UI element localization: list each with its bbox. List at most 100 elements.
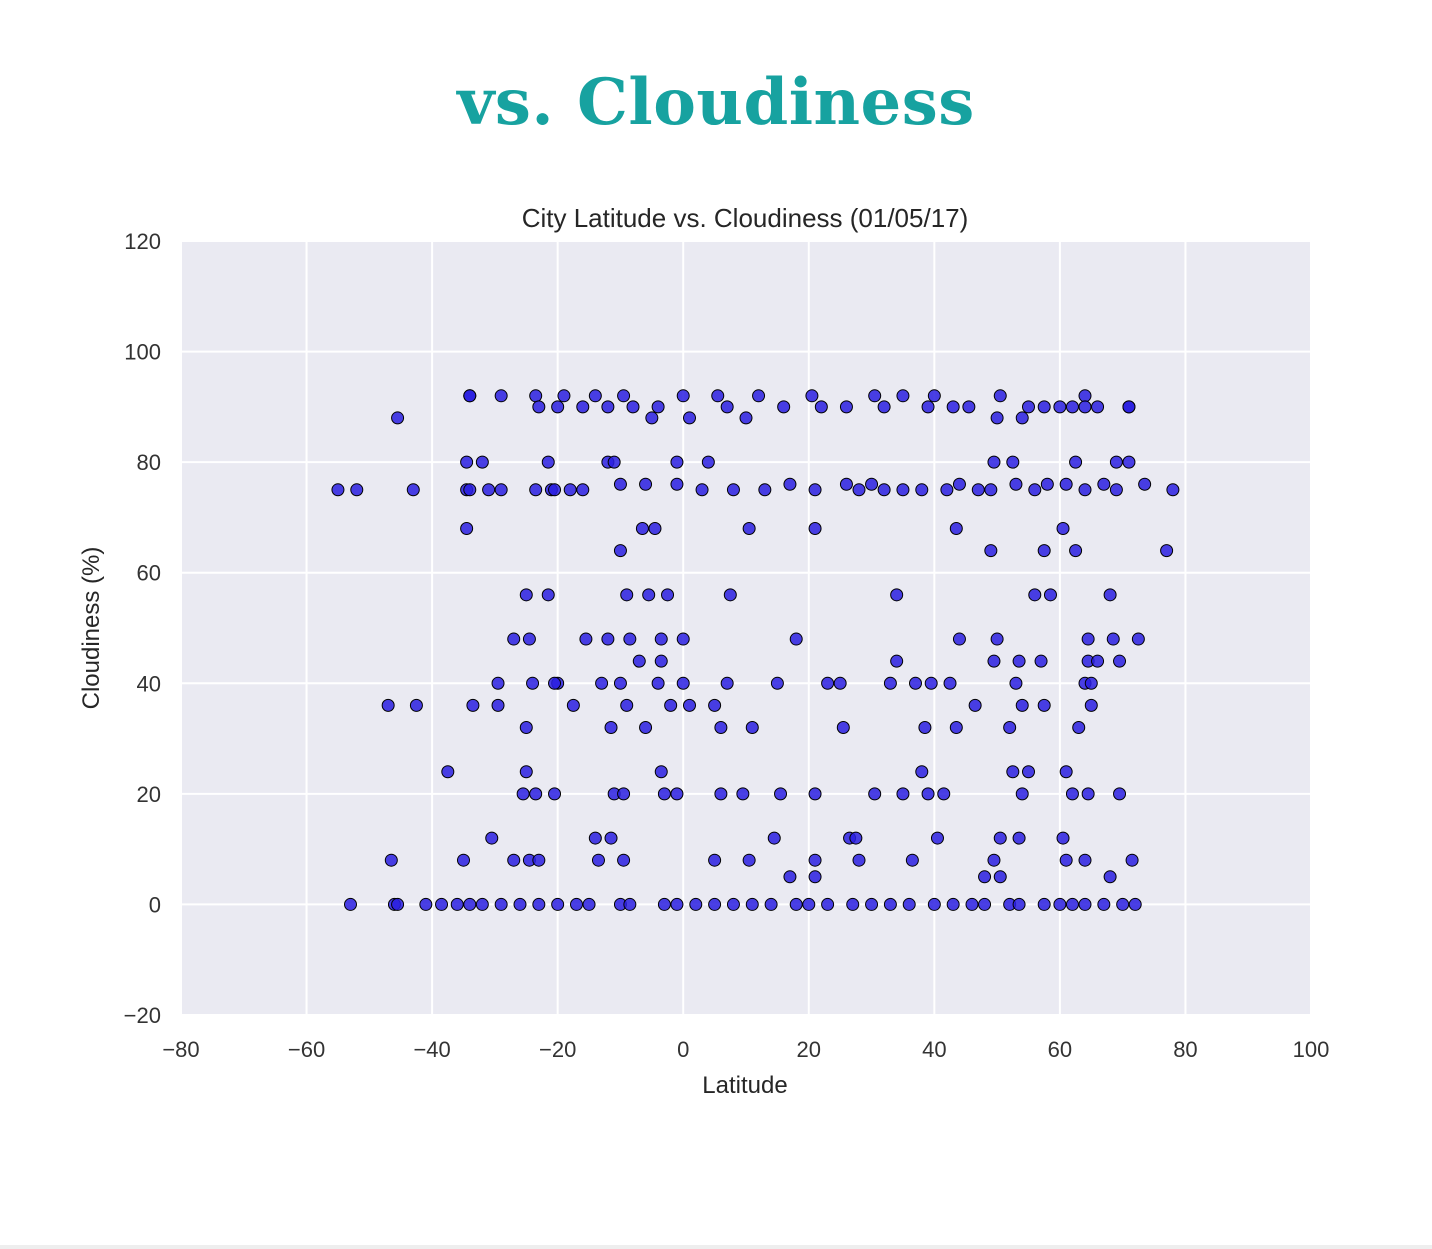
data-point [714,787,728,801]
data-point [852,483,866,497]
data-point [1072,721,1086,735]
data-point [915,765,929,779]
data-point [676,676,690,690]
data-point [532,853,546,867]
data-point [595,676,609,690]
data-point [868,787,882,801]
data-point [482,483,496,497]
data-point [1084,698,1098,712]
data-point [1059,477,1073,491]
data-point [494,897,508,911]
data-point [670,897,684,911]
data-point [739,411,753,425]
data-point [1091,400,1105,414]
data-point [670,787,684,801]
data-point [670,455,684,469]
data-point [381,698,395,712]
data-point [764,897,778,911]
data-points [331,389,1180,911]
data-point [808,483,822,497]
data-point [814,400,828,414]
data-point [946,897,960,911]
data-point [441,765,455,779]
data-point [604,721,618,735]
data-point [494,483,508,497]
data-point [1022,400,1035,414]
x-axis-label: Latitude [702,1072,787,1099]
data-point [993,870,1007,884]
data-point [391,897,405,911]
data-point [783,870,797,884]
data-point [532,400,546,414]
data-point [350,483,364,497]
data-point [777,400,791,414]
data-point [519,588,533,602]
x-tick-label: 0 [677,1037,689,1062]
y-tick-label: 20 [137,782,161,807]
x-tick-labels: −80 −60 −40 −20 0 20 40 60 80 100 [162,1037,1329,1062]
data-point [836,721,850,735]
data-point [579,632,593,646]
data-point [720,400,734,414]
data-point [1160,544,1174,558]
data-point [1128,897,1142,911]
data-point [1059,765,1073,779]
data-point [1012,831,1026,845]
data-point [695,483,709,497]
data-point [582,897,596,911]
data-point [993,831,1007,845]
data-point [676,389,690,403]
data-point [821,676,835,690]
data-point [457,853,470,867]
data-point [548,483,562,497]
data-point [588,831,602,845]
data-point [752,389,766,403]
data-point [541,455,555,469]
data-point [736,787,750,801]
data-point [1078,389,1092,403]
x-tick-label: −80 [162,1037,199,1062]
data-point [883,676,897,690]
data-point [849,831,863,845]
data-point [676,632,690,646]
scatter-chart: City Latitude vs. Cloudiness (01/05/17) … [78,203,1329,1099]
data-point [723,588,737,602]
data-point [852,853,866,867]
y-tick-labels: −20 0 20 40 60 80 100 120 [124,229,161,1028]
data-point [714,721,728,735]
data-point [877,400,891,414]
data-point [1037,897,1051,911]
data-point [877,483,891,497]
data-point [821,897,835,911]
data-point [921,787,935,801]
data-point [949,521,963,535]
x-tick-label: 40 [922,1037,946,1062]
x-tick-label: −60 [288,1037,325,1062]
data-point [868,389,882,403]
data-point [1012,897,1026,911]
chart-title: City Latitude vs. Cloudiness (01/05/17) [522,203,969,233]
data-point [1078,853,1092,867]
data-point [651,400,665,414]
data-point [808,787,822,801]
data-point [1078,483,1092,497]
page-heading: vs. Cloudiness [457,64,975,140]
data-point [604,831,618,845]
data-point [409,698,423,712]
data-point [463,483,477,497]
data-point [789,632,803,646]
data-point [896,389,910,403]
data-point [463,897,477,911]
data-point [529,389,543,403]
data-point [1059,853,1073,867]
data-point [968,698,982,712]
data-point [576,400,590,414]
data-point [613,544,627,558]
data-point [1003,721,1017,735]
data-point [927,897,941,911]
data-point [943,676,957,690]
data-point [532,897,546,911]
data-point [984,483,998,497]
data-point [435,897,449,911]
data-point [1122,455,1136,469]
